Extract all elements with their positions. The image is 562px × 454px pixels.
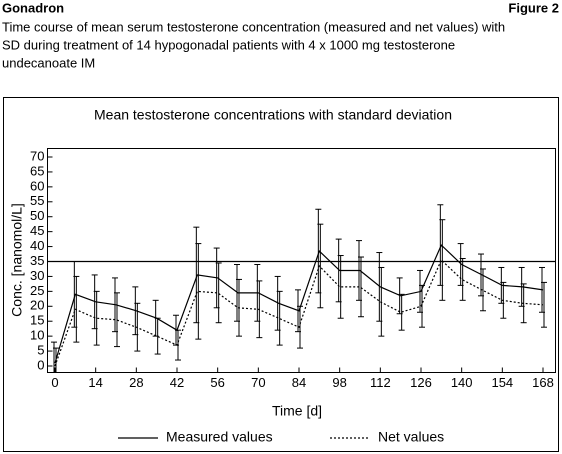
error-bar: [337, 255, 344, 319]
y-tick-label: 30: [30, 268, 44, 283]
chart-title: Mean testosterone concentrations with st…: [94, 107, 452, 123]
x-tick-label: 126: [410, 375, 432, 390]
y-tick-label: 40: [30, 238, 44, 253]
y-tick-label: 5: [37, 343, 44, 358]
error-bar: [93, 290, 100, 346]
error-bar: [419, 284, 425, 328]
plot-area: [47, 148, 556, 373]
y-tick-label: 10: [30, 328, 44, 343]
y-tick-label: 55: [30, 193, 44, 208]
x-tick-label: 112: [370, 375, 391, 390]
x-tick-label: 56: [210, 375, 224, 390]
error-bar: [195, 243, 202, 340]
x-tick-label: 140: [451, 375, 473, 390]
y-tick-label: 45: [30, 223, 44, 238]
data-line: [54, 258, 544, 367]
x-tick-label: 154: [491, 375, 513, 390]
x-tick-label: 14: [88, 375, 102, 390]
error-bar: [480, 268, 486, 312]
x-tick-label: 42: [170, 375, 184, 390]
y-tick-label: 20: [30, 298, 44, 313]
caption-line: Time course of mean serum testosterone c…: [2, 19, 505, 34]
error-bar: [276, 290, 283, 346]
error-bar: [541, 281, 547, 328]
doc-title: Gonadron: [2, 0, 64, 15]
y-tick-label: 35: [30, 253, 44, 268]
y-tick-label: 70: [30, 148, 44, 163]
error-bar: [297, 305, 303, 349]
y-tick-label: 25: [30, 283, 44, 298]
x-tick-label: 28: [129, 375, 143, 390]
figure-number: Figure 2: [508, 0, 559, 15]
x-tick-label: 70: [251, 375, 265, 390]
x-axis-label: Time [d]: [272, 403, 322, 419]
error-bar: [317, 223, 324, 309]
y-tick-label: 0: [37, 357, 44, 372]
y-tick-label: 50: [30, 208, 44, 223]
x-tick-label: 0: [51, 375, 58, 390]
error-bar: [53, 347, 59, 373]
plot-content: [47, 204, 556, 373]
legend-label: Net values: [378, 429, 444, 445]
error-bar: [215, 262, 222, 324]
data-line: [54, 244, 544, 364]
error-bar: [154, 317, 161, 355]
caption-line: undecanoate IM: [2, 55, 95, 70]
x-tick-label: 98: [332, 375, 346, 390]
y-tick-label: 60: [30, 178, 44, 193]
error-bar: [175, 329, 181, 361]
error-bar: [459, 258, 466, 301]
chart-frame: [3, 97, 559, 452]
error-bar: [520, 283, 527, 324]
y-axis-label: Conc. [nanomol/L]: [9, 203, 25, 317]
error-bar: [51, 341, 57, 373]
error-bar: [114, 292, 120, 348]
error-bar: [439, 219, 446, 301]
error-bar: [358, 256, 364, 318]
x-tick-label: 84: [292, 375, 306, 390]
error-bar: [398, 293, 405, 331]
y-tick-label: 15: [30, 313, 44, 328]
x-tick-label: 168: [532, 375, 554, 390]
caption-line: SD during treatment of 14 hypogonadal pa…: [2, 37, 455, 52]
y-tick-label: 65: [30, 163, 44, 178]
legend-label: Measured values: [166, 429, 273, 445]
